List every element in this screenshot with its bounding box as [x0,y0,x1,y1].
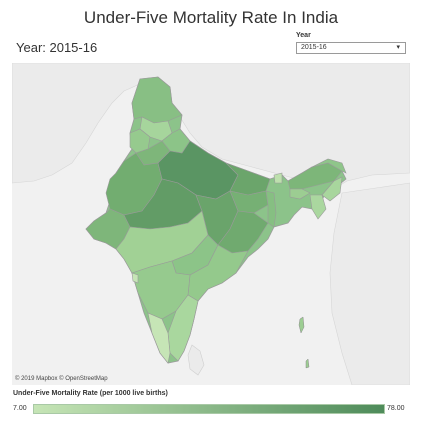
neighbour-land-east [329,182,410,385]
state-arunachal [311,158,347,174]
chart-title: Under-Five Mortality Rate In India [83,8,339,27]
map-canvas [12,63,410,385]
state-sikkim [273,172,283,184]
map-attribution[interactable]: © 2019 Mapbox © OpenStreetMap [15,376,108,382]
andaman-islands [298,316,305,334]
year-label: Year: 2015-16 [16,40,98,55]
year-filter-dropdown[interactable]: 2015-16 ▾ [296,42,406,54]
sri-lanka [187,344,205,376]
chevron-down-icon: ▾ [396,44,400,51]
state-west-bengal [265,190,277,228]
state-nagaland-manipur [321,176,343,202]
state-kerala [147,312,171,364]
state-goa [131,272,139,284]
state-andhra-pradesh [187,244,249,302]
nicobar-islands [305,358,310,369]
legend-max-value: 78.00 [387,405,405,412]
legend-color-ramp [33,404,385,414]
choropleth-map[interactable]: © 2019 Mapbox © OpenStreetMap [12,63,410,385]
year-filter-caption: Year [296,32,311,39]
year-filter-selected: 2015-16 [301,44,327,51]
legend-min-value: 7.00 [13,405,27,412]
state-meghalaya [289,188,311,200]
legend-title: Under-Five Mortality Rate (per 1000 live… [13,390,168,397]
state-tripura-mizoram [309,194,327,220]
neighbour-land [12,63,410,192]
